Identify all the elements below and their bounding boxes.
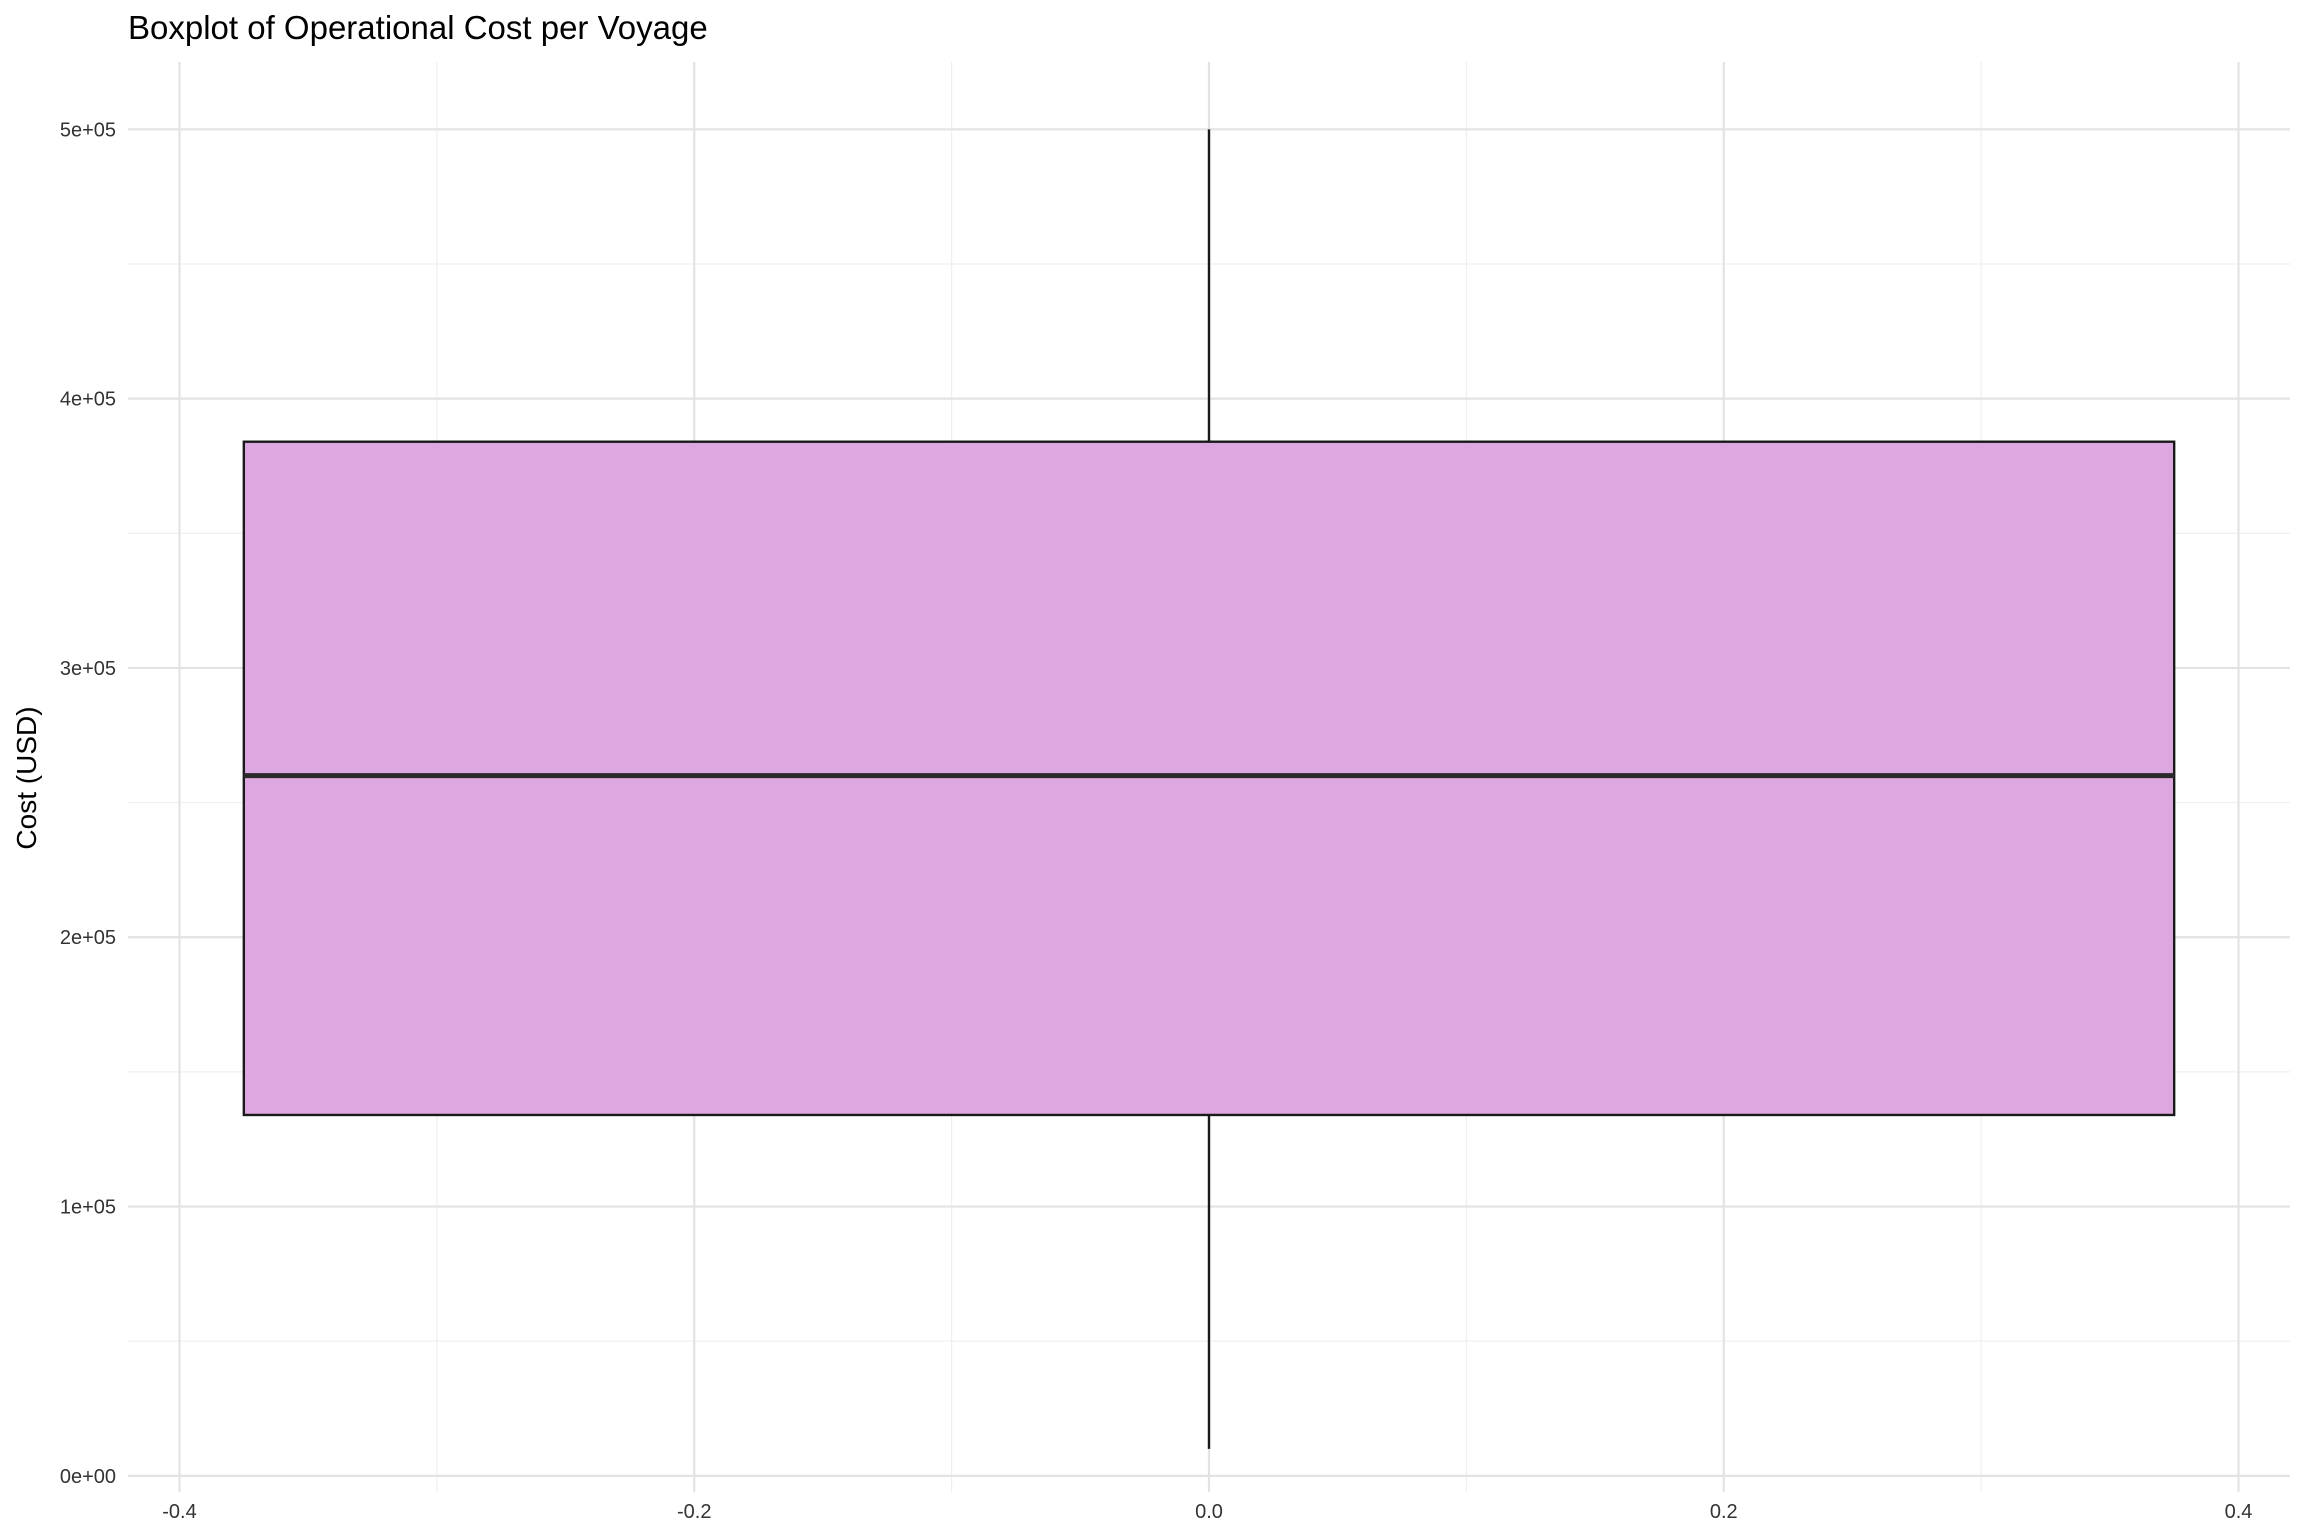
x-tick-label: 0.0: [1195, 1501, 1223, 1523]
y-tick-labels: 0e+00 1e+05 2e+05 3e+05 4e+05 5e+05: [60, 119, 116, 1488]
y-tick-label: 3e+05: [60, 658, 116, 680]
x-tick-label: -0.4: [162, 1501, 196, 1523]
x-tick-labels: -0.4 -0.2 0.0 0.2 0.4: [162, 1501, 2252, 1523]
y-tick-label: 2e+05: [60, 927, 116, 949]
y-tick-label: 5e+05: [60, 119, 116, 141]
y-tick-label: 0e+00: [60, 1466, 116, 1488]
y-tick-label: 4e+05: [60, 389, 116, 411]
iqr-box: [242, 440, 2176, 1117]
box-marks: [242, 129, 2176, 1449]
y-axis-label: Cost (USD): [11, 706, 42, 849]
x-tick-label: 0.2: [1710, 1501, 1738, 1523]
x-tick-label: 0.4: [2225, 1501, 2253, 1523]
y-tick-label: 1e+05: [60, 1197, 116, 1219]
chart-title: Boxplot of Operational Cost per Voyage: [128, 9, 708, 46]
x-tick-label: -0.2: [677, 1501, 711, 1523]
